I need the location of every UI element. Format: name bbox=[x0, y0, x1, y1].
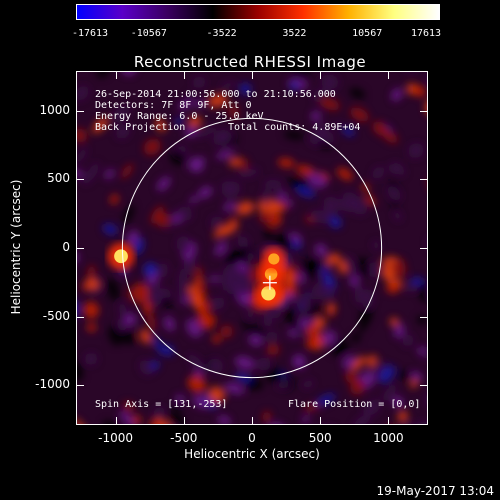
info-flare-position: Flare Position = [0,0] bbox=[288, 399, 421, 410]
colorbar-tick-label: 17613 bbox=[410, 28, 442, 39]
y-axis-label: Heliocentric Y (arcsec) bbox=[9, 179, 23, 315]
y-tick-mark bbox=[76, 248, 84, 249]
x-tick-label: -1000 bbox=[98, 431, 133, 445]
y-tick-label: -500 bbox=[42, 308, 70, 323]
x-tick-mark bbox=[183, 71, 185, 79]
x-tick-mark bbox=[115, 71, 117, 79]
plot-title: Reconstructed RHESSI Image bbox=[133, 53, 367, 71]
info-spin-axis: Spin Axis = [131,-253] bbox=[95, 399, 228, 410]
x-tick-label: -500 bbox=[170, 431, 198, 445]
colorbar-gradient bbox=[76, 4, 440, 20]
colorbar bbox=[76, 4, 440, 20]
rhessi-image-svg bbox=[76, 71, 428, 425]
x-tick-mark bbox=[388, 417, 390, 425]
colorbar-tick-label: -10567 bbox=[130, 28, 167, 39]
y-tick-mark bbox=[76, 110, 84, 112]
info-energy: Energy Range: 6.0 - 25.0 keV bbox=[95, 111, 264, 122]
colorbar-tick-label: 3522 bbox=[282, 28, 307, 39]
info-counts: Total counts: 4.89E+04 bbox=[228, 122, 361, 133]
solar-limb-circle bbox=[121, 117, 383, 379]
source-core bbox=[114, 249, 128, 264]
y-tick-mark bbox=[76, 179, 84, 181]
y-tick-mark bbox=[420, 248, 428, 249]
x-tick-mark bbox=[252, 71, 253, 79]
source-core bbox=[261, 286, 276, 301]
y-tick-mark bbox=[420, 316, 428, 318]
x-axis-label: Heliocentric X (arcsec) bbox=[184, 447, 320, 461]
x-tick-mark bbox=[183, 417, 185, 425]
x-tick-mark bbox=[388, 71, 390, 79]
info-detectors: Detectors: 7F 8F 9F, Att 0 bbox=[95, 100, 252, 111]
date-stamp: 19-May-2017 13:04 bbox=[376, 484, 494, 498]
colorbar-tick-label: -3522 bbox=[206, 28, 237, 39]
y-tick-mark bbox=[76, 385, 84, 387]
x-tick-mark bbox=[252, 417, 253, 425]
y-tick-mark bbox=[420, 179, 428, 181]
colorbar-tick-label: 10567 bbox=[352, 28, 383, 39]
y-tick-label: -1000 bbox=[35, 377, 70, 392]
y-tick-label: 500 bbox=[47, 171, 70, 186]
x-tick-label: 500 bbox=[308, 431, 332, 445]
x-tick-label: 0 bbox=[248, 431, 256, 445]
y-tick-mark bbox=[420, 110, 428, 112]
source-core bbox=[268, 253, 280, 265]
colorbar-tick-label: -17613 bbox=[71, 28, 109, 39]
x-tick-mark bbox=[320, 71, 322, 79]
y-tick-label: 0 bbox=[62, 240, 70, 254]
y-tick-label: 1000 bbox=[39, 102, 70, 117]
x-tick-mark bbox=[320, 417, 322, 425]
x-tick-mark bbox=[115, 417, 117, 425]
rhessi-image bbox=[76, 71, 428, 425]
y-tick-mark bbox=[420, 385, 428, 387]
x-tick-label: 1000 bbox=[373, 431, 404, 445]
info-time: 26-Sep-2014 21:00:56.000 to 21:10:56.000 bbox=[95, 89, 336, 100]
info-method: Back Projection bbox=[95, 122, 186, 133]
y-tick-mark bbox=[76, 316, 84, 318]
